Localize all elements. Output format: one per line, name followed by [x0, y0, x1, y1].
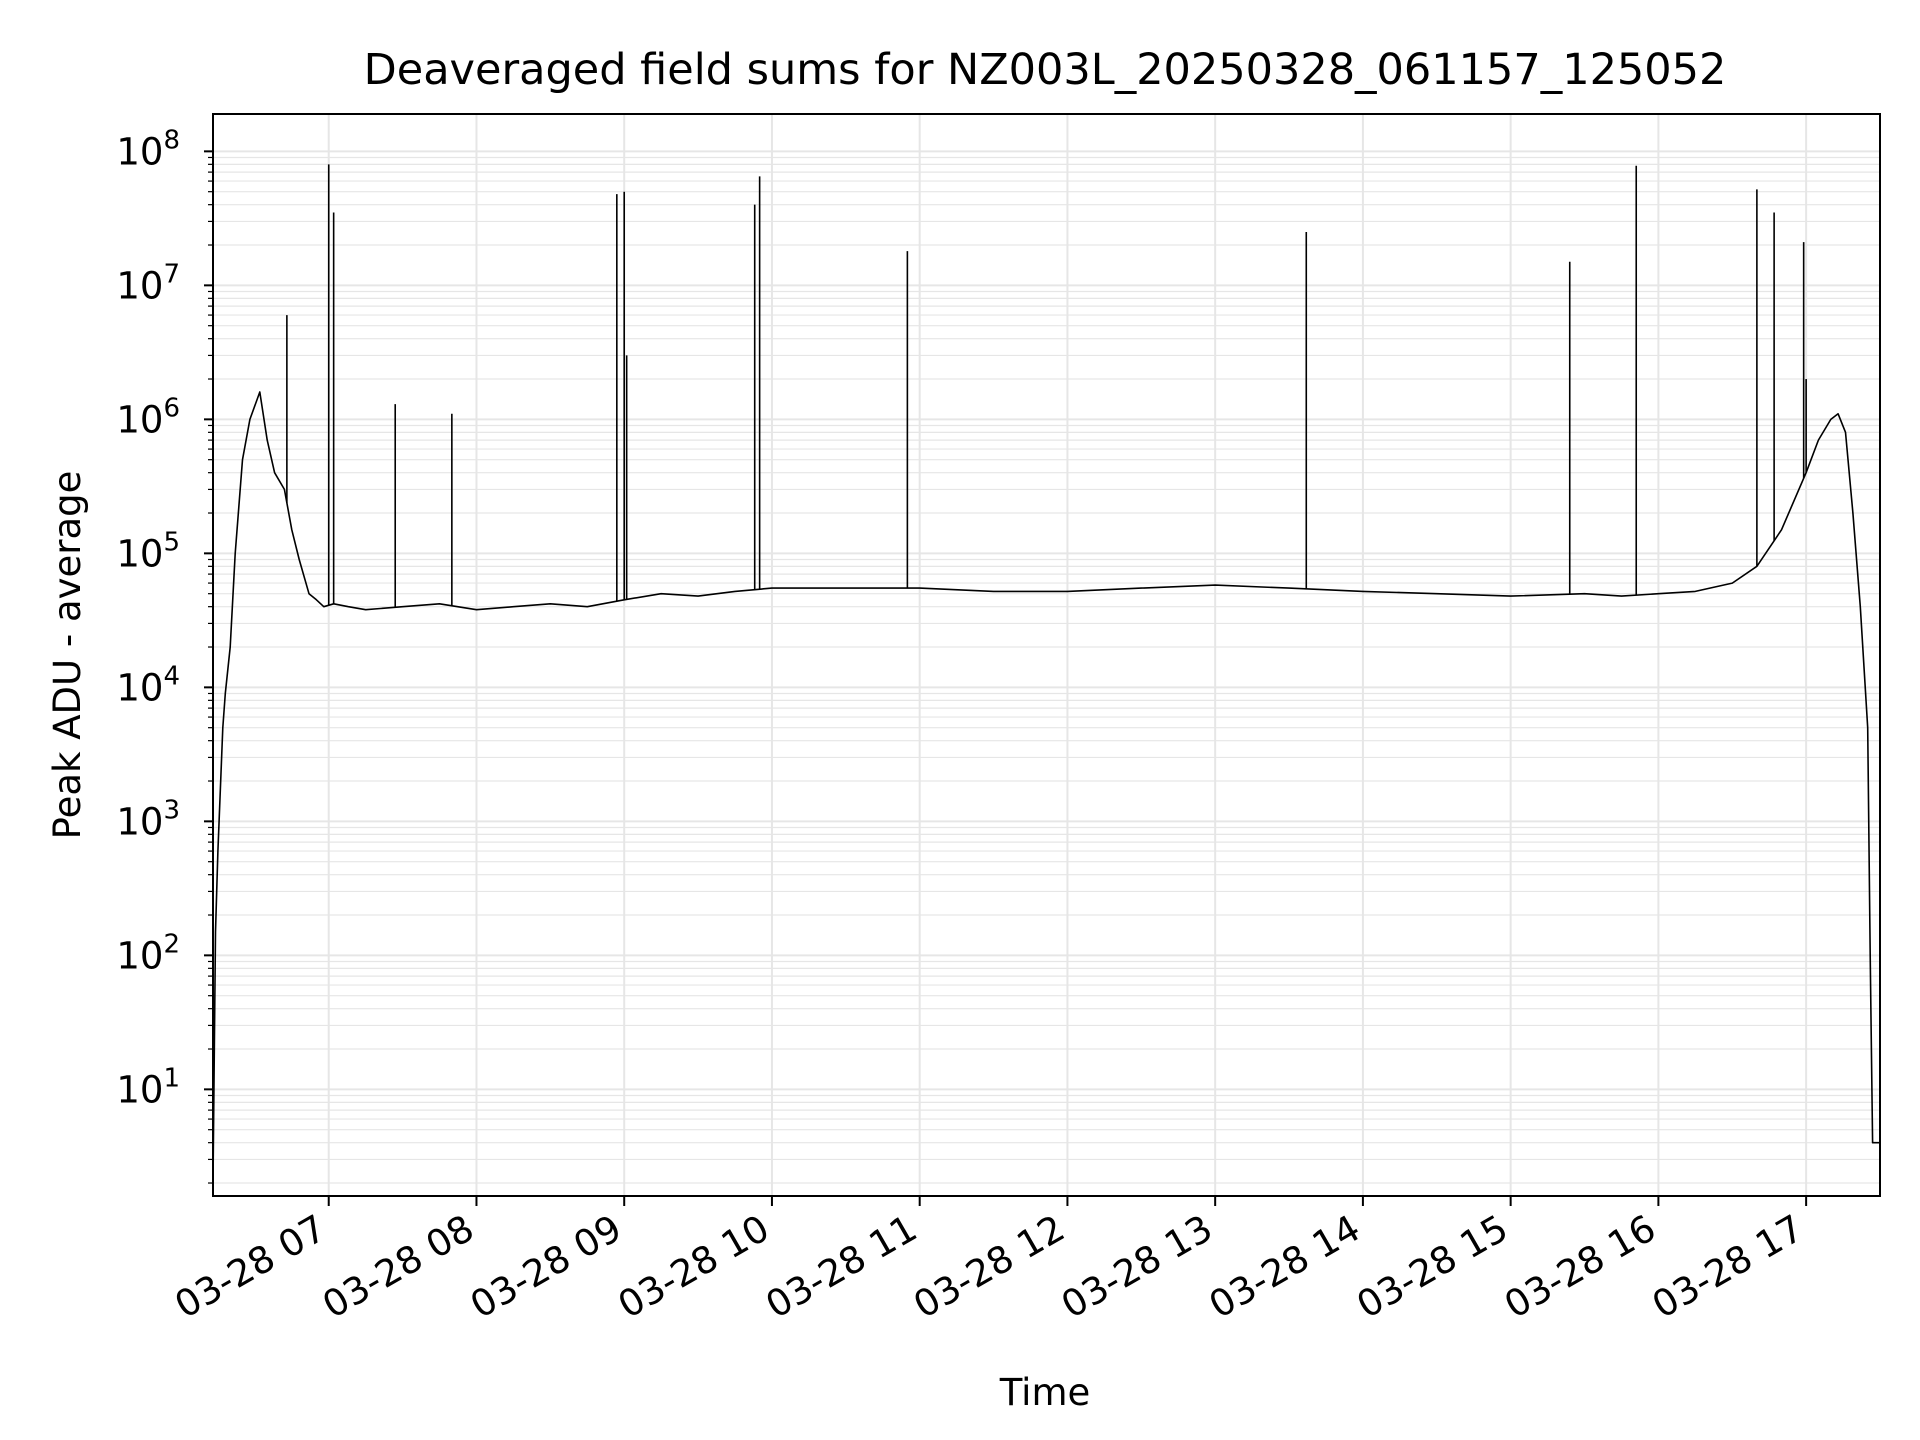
y-axis: 101 102 103 104 105 106 107 108: [116, 125, 213, 1184]
plot-frame: [212, 113, 1881, 1197]
grid: [213, 114, 1880, 1196]
x-axis-label: Time: [999, 1371, 1091, 1414]
y-tick-label: 105: [116, 527, 180, 575]
y-tick-label: 106: [116, 393, 180, 441]
y-axis-label: Peak ADU - average: [46, 471, 89, 840]
y-tick-label: 103: [116, 795, 180, 843]
y-tick-label: 102: [116, 929, 180, 977]
y-tick-label: 107: [116, 259, 180, 307]
y-tick-label: 108: [116, 125, 180, 173]
y-tick-label: 104: [116, 661, 180, 709]
y-tick-label: 101: [116, 1063, 180, 1111]
chart-title: Deaveraged field sums for NZ003L_2025032…: [364, 45, 1727, 95]
series-line: [213, 391, 1880, 1184]
data-layer: [213, 164, 1880, 1184]
